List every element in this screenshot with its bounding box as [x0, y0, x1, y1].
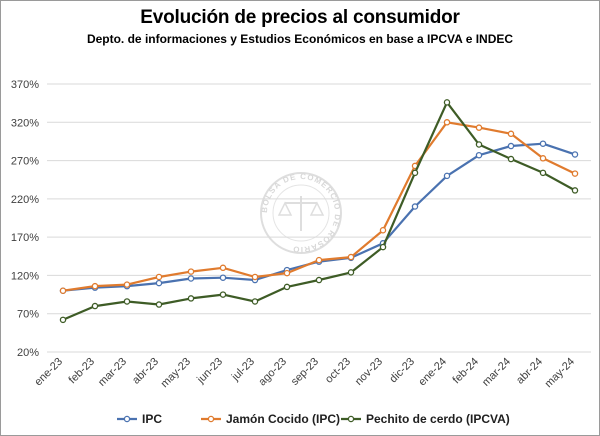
data-point — [283, 283, 291, 291]
x-tick-label: nov-23 — [353, 356, 385, 388]
y-tick-label: 170% — [11, 232, 39, 244]
x-tick-label: feb-23 — [67, 356, 98, 387]
y-tick-label: 370% — [11, 79, 39, 91]
y-tick-label: 120% — [11, 270, 39, 282]
x-tick-label: abr-23 — [130, 356, 161, 387]
data-point — [571, 170, 579, 177]
data-point — [59, 287, 67, 294]
series — [59, 99, 579, 324]
data-point — [59, 316, 67, 324]
data-point — [251, 273, 259, 281]
y-axis: 20% 70% 120% 170% 220% 270% 320% 370% — [11, 79, 39, 359]
data-point — [571, 151, 579, 158]
data-point — [155, 279, 163, 287]
legend-swatch-marker — [347, 415, 355, 423]
gridlines — [47, 83, 591, 353]
legend-item: IPC — [117, 412, 162, 426]
y-tick-label: 70% — [17, 309, 39, 321]
legend-swatch-marker — [123, 415, 131, 423]
data-point — [219, 264, 227, 272]
series-3 — [59, 99, 579, 324]
chart-title: Evolución de precios al consumidor — [140, 7, 460, 28]
data-point — [315, 276, 323, 284]
x-tick-label: jun-23 — [194, 356, 225, 387]
data-point — [187, 275, 195, 282]
legend-label: IPC — [142, 412, 162, 426]
data-point — [379, 227, 387, 234]
data-point — [507, 142, 515, 150]
x-tick-label: mar-24 — [480, 356, 513, 389]
legend: IPC Jamón Cocido (IPC) Pechito de cerdo (I… — [117, 412, 510, 426]
data-point — [443, 172, 451, 180]
x-tick-label: sep-23 — [289, 356, 321, 388]
data-point — [539, 169, 547, 177]
y-tick-label: 320% — [11, 117, 39, 129]
watermark-seal: BOLSA DE COMERCIO DE ROSARIO — [260, 172, 342, 254]
x-tick-label: dic-23 — [387, 356, 417, 386]
legend-label: Pechito de cerdo (IPCVA) — [366, 412, 510, 426]
data-point — [91, 282, 99, 290]
x-tick-label: may-24 — [543, 356, 577, 390]
legend-item: Jamón Cocido (IPC) — [201, 412, 340, 426]
x-tick-label: jul-23 — [229, 356, 257, 384]
data-point — [219, 274, 227, 281]
x-tick-label: oct-23 — [323, 356, 353, 386]
data-point — [475, 141, 483, 148]
data-point — [379, 243, 387, 251]
data-point — [283, 269, 291, 277]
legend-label: Jamón Cocido (IPC) — [226, 412, 340, 426]
data-point — [539, 140, 547, 147]
legend-swatch-marker — [207, 415, 215, 423]
data-point — [475, 124, 483, 131]
data-point — [315, 256, 323, 264]
y-tick-label: 270% — [11, 156, 39, 168]
data-point — [507, 130, 515, 138]
data-point — [91, 302, 99, 310]
y-tick-label: 20% — [17, 347, 39, 359]
x-tick-label: feb-24 — [451, 356, 482, 387]
data-point — [251, 298, 259, 305]
data-point — [155, 301, 163, 308]
data-point — [347, 253, 355, 261]
series-line — [62, 142, 576, 292]
series-2 — [59, 119, 579, 294]
data-point — [411, 169, 419, 177]
x-tick-label: ene-23 — [32, 356, 65, 389]
series-1 — [59, 140, 579, 294]
data-point — [347, 269, 355, 276]
data-point — [411, 203, 419, 210]
data-point — [123, 281, 131, 288]
y-tick-label: 220% — [11, 194, 39, 206]
data-point — [507, 155, 515, 163]
x-tick-label: ago-23 — [256, 356, 289, 389]
data-point — [187, 268, 195, 275]
x-tick-label: abr-24 — [514, 356, 545, 387]
legend-item: Pechito de cerdo (IPCVA) — [341, 412, 510, 426]
data-point — [539, 155, 547, 162]
x-tick-label: may-23 — [159, 356, 193, 390]
data-point — [443, 119, 451, 126]
x-tick-label: mar-23 — [96, 356, 129, 389]
data-point — [443, 99, 451, 106]
series-line — [62, 101, 576, 321]
chart-subtitle: Depto. de informaciones y Estudios Econó… — [86, 32, 514, 46]
x-tick-label: ene-24 — [416, 356, 449, 389]
data-point — [187, 295, 195, 302]
data-point — [155, 273, 163, 281]
data-point — [219, 291, 227, 298]
data-point — [475, 151, 483, 159]
data-point — [123, 298, 131, 305]
data-point — [571, 187, 579, 194]
